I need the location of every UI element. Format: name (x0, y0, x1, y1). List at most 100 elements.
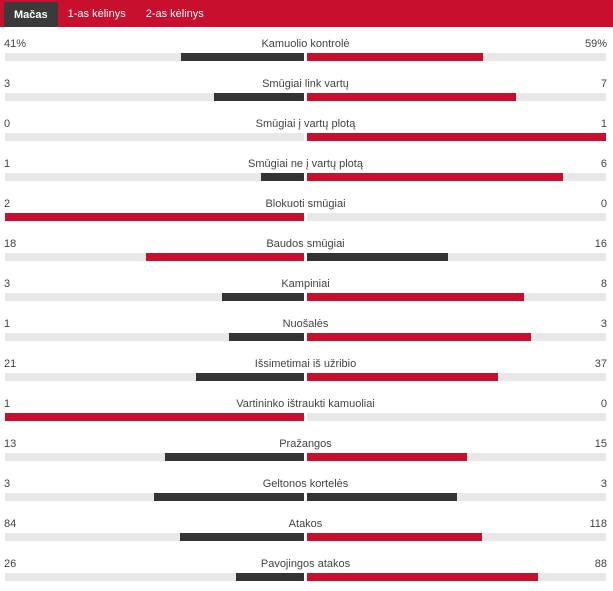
home-value: 1 (4, 158, 11, 170)
home-bar (154, 493, 304, 501)
away-bar-track (307, 373, 606, 381)
away-bar (307, 493, 457, 501)
home-value: 18 (4, 238, 17, 250)
away-value: 0 (600, 198, 607, 210)
away-bar-track (307, 133, 606, 141)
away-value: 1 (600, 118, 607, 130)
period-tabs: Mačas 1-as kėlinys 2-as kėlinys (0, 0, 613, 27)
away-value: 88 (594, 558, 607, 570)
stat-title: Atakos (288, 518, 323, 530)
away-bar-track (307, 333, 606, 341)
away-value: 118 (589, 518, 607, 530)
stat-title: Pavojingos atakos (260, 558, 351, 570)
home-bar (5, 413, 304, 421)
home-bar-track (5, 93, 304, 101)
stat-title: Blokuoti smūgiai (265, 198, 346, 210)
home-bar (5, 213, 304, 221)
stat-title: Kampiniai (281, 278, 330, 290)
home-bar-track (5, 533, 304, 541)
home-bar (196, 373, 304, 381)
home-value: 13 (4, 438, 17, 450)
home-bar-track (5, 413, 304, 421)
away-bar (307, 253, 448, 261)
home-bar (236, 573, 304, 581)
stat-row: 41% Kamuolio kontrolė 59% (0, 31, 613, 71)
tab-first-half[interactable]: 1-as kėlinys (67, 7, 126, 20)
home-value: 1 (4, 318, 11, 330)
home-value: 84 (4, 518, 17, 530)
stat-title: Smūgiai į vartų plotą (255, 118, 356, 130)
tab-match[interactable]: Mačas (4, 2, 58, 27)
home-bar (229, 333, 304, 341)
away-value: 16 (594, 238, 607, 250)
home-bar-track (5, 53, 304, 61)
home-bar (261, 173, 304, 181)
home-bar (146, 253, 304, 261)
away-bar (307, 573, 538, 581)
away-value: 0 (600, 398, 607, 410)
away-bar-track (307, 413, 606, 421)
stat-row: 3 Geltonos kortelės 3 (0, 471, 613, 511)
home-bar-track (5, 253, 304, 261)
away-bar (307, 333, 531, 341)
away-bar-track (307, 173, 606, 181)
tab-second-half[interactable]: 2-as kėlinys (145, 7, 204, 20)
away-bar (307, 53, 483, 61)
home-value: 3 (4, 478, 11, 490)
home-value: 0 (4, 118, 11, 130)
home-value: 21 (4, 358, 17, 370)
home-value: 41% (4, 38, 27, 50)
stat-row: 3 Smūgiai link vartų 7 (0, 71, 613, 111)
away-bar (307, 453, 467, 461)
away-value: 3 (600, 318, 607, 330)
away-bar-track (307, 573, 606, 581)
away-value: 3 (600, 478, 607, 490)
away-value: 15 (594, 438, 607, 450)
stat-title: Vartininko ištraukti kamuoliai (236, 398, 375, 410)
away-bar-track (307, 53, 606, 61)
home-bar (165, 453, 304, 461)
stat-row: 1 Vartininko ištraukti kamuoliai 0 (0, 391, 613, 431)
home-value: 2 (4, 198, 11, 210)
home-bar (214, 93, 304, 101)
home-value: 26 (4, 558, 17, 570)
stat-title: Nuošalės (282, 318, 329, 330)
away-bar-track (307, 293, 606, 301)
home-value: 3 (4, 78, 11, 90)
away-value: 7 (600, 78, 607, 90)
away-bar-track (307, 253, 606, 261)
away-bar (307, 533, 482, 541)
stat-row: 18 Baudos smūgiai 16 (0, 231, 613, 271)
away-bar (307, 93, 516, 101)
stats-list: 41% Kamuolio kontrolė 59% 3 Smūgiai link var… (0, 31, 613, 591)
stat-row: 3 Kampiniai 8 (0, 271, 613, 311)
stat-row: 26 Pavojingos atakos 88 (0, 551, 613, 591)
home-value: 3 (4, 278, 11, 290)
stat-row: 21 Išsimetimai iš užribio 37 (0, 351, 613, 391)
away-value: 59% (584, 38, 607, 50)
stat-title: Išsimetimai iš užribio (254, 358, 357, 370)
away-value: 6 (600, 158, 607, 170)
stat-row: 1 Nuošalės 3 (0, 311, 613, 351)
away-bar (307, 133, 606, 141)
stat-row: 1 Smūgiai ne į vartų plotą 6 (0, 151, 613, 191)
stat-row: 84 Atakos 118 (0, 511, 613, 551)
away-bar-track (307, 493, 606, 501)
stat-row: 13 Pražangos 15 (0, 431, 613, 471)
away-bar-track (307, 93, 606, 101)
home-bar (180, 533, 304, 541)
away-bar-track (307, 213, 606, 221)
stat-title: Pražangos (279, 438, 332, 450)
stat-title: Kamuolio kontrolė (261, 38, 350, 50)
home-bar-track (5, 293, 304, 301)
stat-row: 2 Blokuoti smūgiai 0 (0, 191, 613, 231)
home-bar (222, 293, 304, 301)
stat-title: Smūgiai ne į vartų plotą (248, 158, 363, 170)
stat-title: Smūgiai link vartų (262, 78, 349, 90)
away-bar (307, 373, 498, 381)
home-bar-track (5, 213, 304, 221)
stat-title: Baudos smūgiai (266, 238, 345, 250)
home-value: 1 (4, 398, 11, 410)
home-bar (181, 53, 304, 61)
away-bar-track (307, 533, 606, 541)
